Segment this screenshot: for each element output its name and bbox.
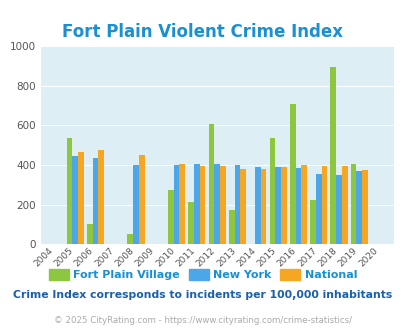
Bar	[133, 165, 139, 244]
Bar	[208, 124, 214, 244]
Bar	[356, 171, 361, 244]
Bar	[275, 167, 280, 244]
Bar	[289, 104, 295, 244]
Bar	[220, 166, 225, 244]
Text: Fort Plain Violent Crime Index: Fort Plain Violent Crime Index	[62, 23, 343, 41]
Bar	[139, 155, 144, 244]
Bar	[199, 166, 205, 244]
Text: Crime Index corresponds to incidents per 100,000 inhabitants: Crime Index corresponds to incidents per…	[13, 290, 392, 300]
Legend: Fort Plain Village, New York, National: Fort Plain Village, New York, National	[44, 265, 361, 284]
Bar	[66, 138, 72, 244]
Bar	[194, 164, 199, 244]
Bar	[98, 150, 104, 244]
Bar	[350, 164, 356, 244]
Bar	[330, 67, 335, 244]
Text: © 2025 CityRating.com - https://www.cityrating.com/crime-statistics/: © 2025 CityRating.com - https://www.city…	[54, 315, 351, 325]
Bar	[361, 170, 367, 244]
Bar	[335, 175, 341, 244]
Bar	[78, 152, 83, 244]
Bar	[260, 169, 266, 244]
Bar	[254, 167, 260, 244]
Bar	[315, 174, 321, 244]
Bar	[179, 164, 185, 244]
Bar	[127, 234, 133, 244]
Bar	[295, 168, 301, 244]
Bar	[72, 156, 78, 244]
Bar	[309, 200, 315, 244]
Bar	[188, 202, 194, 244]
Bar	[173, 165, 179, 244]
Bar	[321, 166, 326, 244]
Bar	[214, 164, 220, 244]
Bar	[87, 224, 92, 244]
Bar	[234, 165, 240, 244]
Bar	[280, 167, 286, 244]
Bar	[168, 190, 173, 244]
Bar	[240, 169, 245, 244]
Bar	[228, 210, 234, 244]
Bar	[301, 165, 306, 244]
Bar	[269, 138, 275, 244]
Bar	[341, 166, 347, 244]
Bar	[92, 158, 98, 244]
